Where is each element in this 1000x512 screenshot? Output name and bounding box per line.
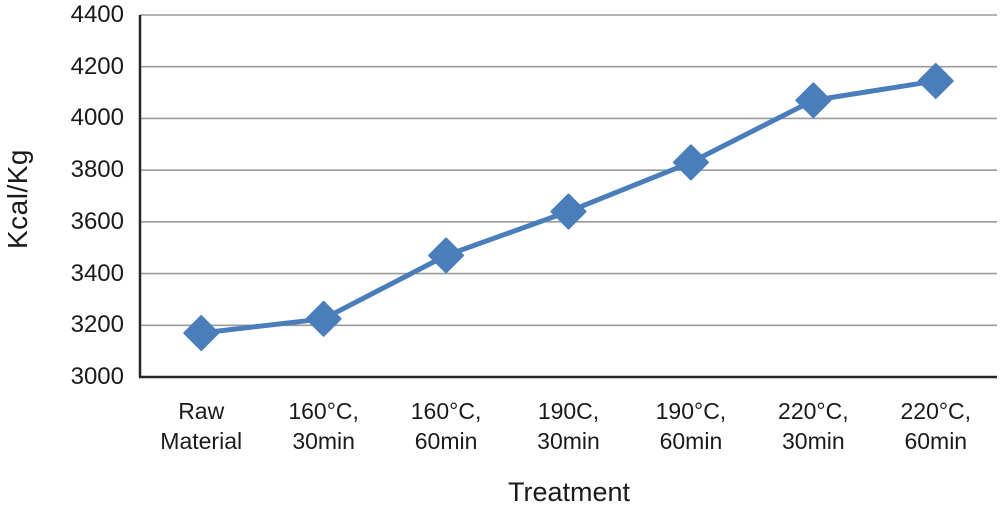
data-point-marker [183,315,220,352]
data-point-marker [550,193,587,230]
data-point-marker [917,62,954,99]
y-tick-label: 3600 [70,207,124,235]
y-tick-label: 4400 [70,1,124,28]
x-category-label: 220°C, 60min [900,398,972,454]
y-axis-title: Kcal/Kg [2,149,33,249]
x-category-label: 160°C, 30min [288,398,359,454]
y-tick-label: 3000 [70,363,124,390]
x-category-label: Raw Material [160,398,243,454]
y-tick-label: 4000 [70,104,124,132]
data-point-marker [672,144,709,181]
data-point-marker [305,300,342,337]
x-category-label: 220°C, 30min [778,398,849,454]
y-tick-label: 3800 [70,156,124,184]
data-point-marker [795,82,832,119]
x-category-label: 160°C, 60min [410,398,482,454]
y-tick-label: 3200 [70,311,124,339]
y-tick-label: 3400 [70,259,124,287]
data-point-marker [428,237,465,274]
x-axis-title: Treatment [507,477,631,507]
y-tick-label: 4200 [70,52,124,80]
x-category-label: 190C, 30min [537,398,600,454]
x-category-label: 190°C, 60min [655,398,727,454]
